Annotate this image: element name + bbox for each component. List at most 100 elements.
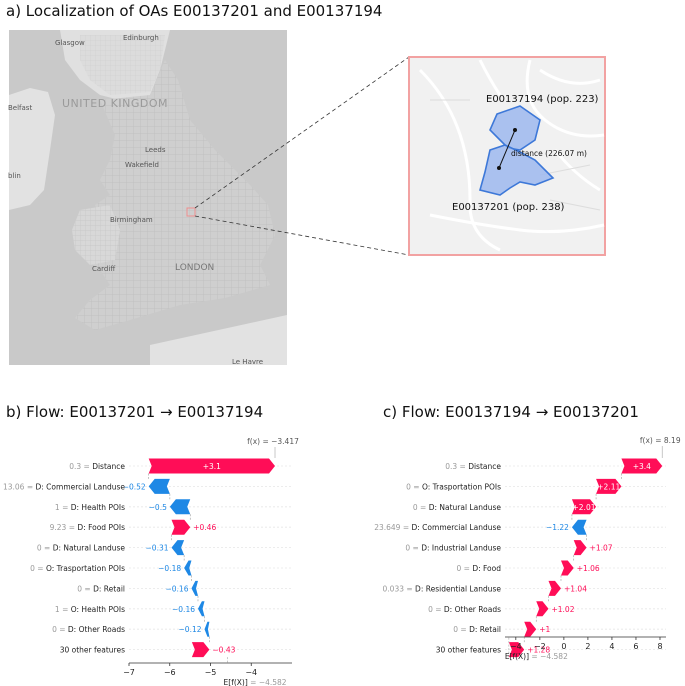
feature-label-c-0: 0.3 = Distance [445, 462, 501, 471]
waterfall-bar-b-0 [148, 458, 276, 474]
inset-distance-label: distance (226.07 m) [511, 149, 587, 158]
x-tick-label-c-6: 8 [657, 642, 662, 651]
bar-value-b-1: −0.52 [123, 482, 146, 491]
fx-label-c: f(x) = 8.19 [640, 436, 681, 445]
map-label-london: LONDON [175, 263, 214, 273]
feature-label-b-7: 1 = O: Health POIs [55, 605, 125, 614]
x-tick-label-b-2: −5 [205, 668, 217, 677]
waterfall-bar-b-8 [204, 621, 210, 637]
map-label-dublin: blin [8, 172, 21, 180]
waterfall-bar-b-2 [169, 499, 191, 515]
waterfall-bar-c-6 [548, 580, 561, 596]
x-tick-label-c-0: −4 [510, 642, 522, 651]
waterfall-bar-c-5 [560, 560, 574, 576]
bar-value-b-2: −0.5 [149, 503, 167, 512]
connector-bottom [194, 215, 410, 256]
panel-a-title: a) Localization of OAs E00137201 and E00… [6, 2, 383, 20]
x-tick-label-c-5: 6 [633, 642, 638, 651]
bar-value-c-2: +2.01 [573, 503, 596, 512]
bar-value-c-4: +1.07 [590, 544, 613, 553]
waterfall-bar-b-4 [171, 540, 185, 556]
england-grid [75, 60, 275, 330]
bar-value-b-4: −0.31 [146, 544, 169, 553]
x-tick-label-c-4: 4 [609, 642, 614, 651]
waterfall-bar-c-7 [536, 601, 549, 617]
base-label-c: E[f(X)] = −4.582 [505, 652, 568, 661]
bar-value-b-6: −0.16 [165, 584, 188, 593]
centroid-bottom [497, 166, 501, 170]
x-tick-label-c-3: 2 [585, 642, 590, 651]
waterfall-bar-c-8 [524, 621, 537, 637]
map-label-glasgow: Glasgow [55, 39, 85, 47]
bar-value-c-0: +3.4 [633, 462, 651, 471]
feature-label-c-7: 0 = D: Other Roads [428, 605, 501, 614]
waterfall-bar-b-1 [148, 478, 170, 494]
bar-value-c-7: +1.02 [551, 605, 574, 614]
waterfall-bar-c-3 [571, 519, 587, 535]
feature-label-c-6: 0.033 = D: Residential Landuse [383, 584, 502, 593]
feature-label-b-9: 30 other features [60, 646, 125, 655]
base-label-b: E[f(X)] = −4.582 [224, 678, 287, 686]
map-label-belfast: Belfast [8, 104, 32, 112]
waterfall-bar-b-5 [184, 560, 192, 576]
france-land [150, 315, 287, 365]
x-tick-label-b-1: −6 [164, 668, 176, 677]
bar-value-c-3: −1.22 [546, 523, 569, 532]
bar-value-c-8: +1 [539, 625, 550, 634]
feature-label-b-5: 0 = O: Trasportation POIs [30, 564, 125, 573]
inset-label-bottom: E00137201 (pop. 238) [452, 202, 565, 213]
ireland-land [9, 88, 55, 210]
centroid-top [513, 128, 517, 132]
bar-value-b-7: −0.16 [172, 605, 195, 614]
waterfall-bar-c-1 [596, 478, 622, 494]
feature-label-c-1: 0 = O: Trasportation POIs [406, 482, 501, 491]
map-label-le-havre: Le Havre [232, 358, 263, 366]
map-label-wakefield: Wakefield [125, 161, 159, 169]
waterfall-bar-b-7 [197, 601, 205, 617]
waterfall-bar-c-4 [573, 540, 587, 556]
feature-label-b-3: 9.23 = D: Food POIs [50, 523, 125, 532]
waterfall-bar-b-6 [191, 580, 198, 596]
bar-value-c-5: +1.06 [577, 564, 600, 573]
map-label-uk: UNITED KINGDOM [62, 97, 168, 110]
bar-value-b-0: +3.1 [203, 462, 221, 471]
map-label-cardiff: Cardiff [92, 265, 115, 273]
panel-c-title: c) Flow: E00137194 → E00137201 [383, 403, 639, 421]
feature-label-b-8: 0 = D: Other Roads [52, 625, 125, 634]
scotland-grid [80, 35, 165, 95]
bar-value-b-5: −0.18 [158, 564, 181, 573]
panel-b-title: b) Flow: E00137201 → E00137194 [6, 403, 264, 421]
feature-label-b-0: 0.3 = Distance [69, 462, 125, 471]
map-label-leeds: Leeds [145, 146, 166, 154]
feature-label-c-5: 0 = D: Food [457, 564, 502, 573]
x-tick-label-b-3: −4 [245, 668, 257, 677]
bar-value-b-9: −0.43 [212, 646, 235, 655]
waterfall-bar-c-9 [508, 642, 525, 658]
uk-map: Edinburgh Glasgow Belfast blin UNITED KI… [8, 30, 606, 366]
feature-label-c-8: 0 = D: Retail [453, 625, 501, 634]
waterfall-bar-c-0 [621, 458, 663, 474]
x-tick-label-b-0: −7 [123, 668, 135, 677]
feature-label-c-9: 30 other features [436, 646, 501, 655]
waterfall-bar-b-9 [191, 642, 210, 658]
bar-value-c-1: +2.11 [597, 482, 620, 491]
feature-label-b-1: 13.06 = D: Commercial Landuse [3, 482, 125, 491]
fx-label-b: f(x) = −3.417 [247, 437, 299, 446]
inset-roads [418, 59, 605, 252]
x-tick-label-c-2: 0 [561, 642, 566, 651]
feature-label-b-4: 0 = D: Natural Landuse [37, 544, 126, 553]
inset-label-top: E00137194 (pop. 223) [486, 94, 599, 105]
distance-line [498, 129, 516, 169]
waterfall-bar-b-3 [171, 519, 191, 535]
feature-label-c-4: 0 = D: Industrial Landuse [405, 544, 501, 553]
feature-label-b-6: 0 = D: Retail [77, 584, 125, 593]
bar-value-c-6: +1.04 [564, 584, 587, 593]
feature-label-c-2: 0 = D: Natural Landuse [413, 503, 502, 512]
feature-label-b-2: 1 = D: Health POIs [55, 503, 125, 512]
bar-value-b-3: +0.46 [193, 523, 216, 532]
wales-grid [72, 205, 120, 265]
map-locator-box [186, 207, 196, 217]
connector-top [194, 56, 410, 209]
waterfall-bar-c-2 [571, 499, 597, 515]
bar-value-c-9: +1.28 [527, 646, 550, 655]
